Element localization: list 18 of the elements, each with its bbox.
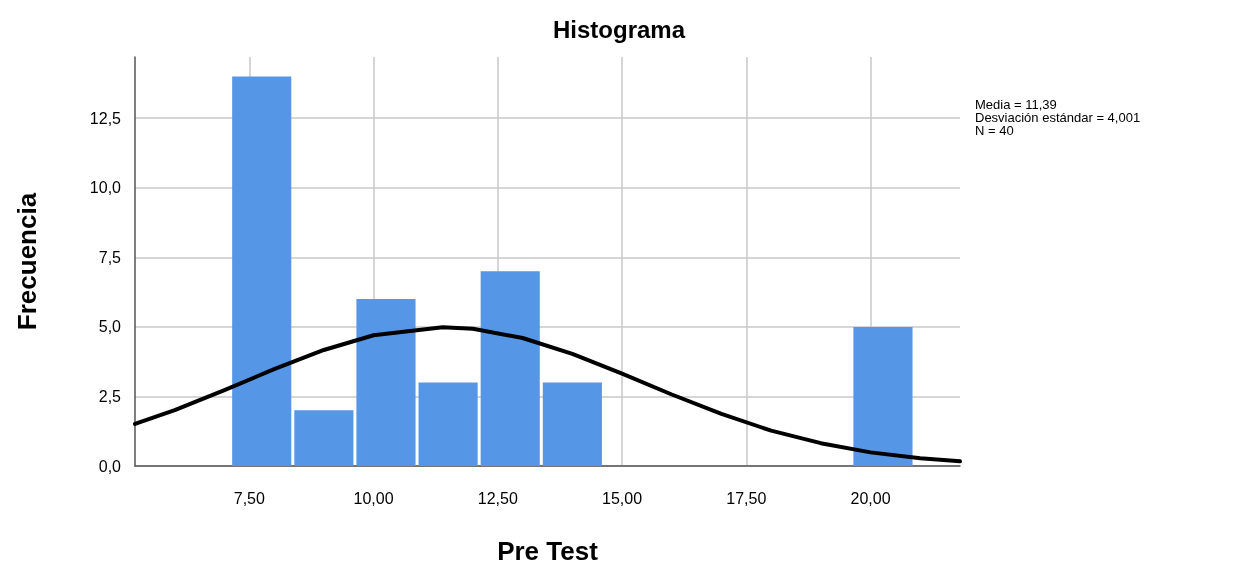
- x-axis-title: Pre Test: [497, 536, 599, 566]
- text: Media = 11,39: [975, 97, 1057, 112]
- x-tick-label: 10,00: [353, 489, 394, 507]
- x-tick-label: 17,50: [726, 489, 767, 507]
- y-axis-title: Frecuencia: [12, 192, 42, 331]
- y-tick-label: 0,0: [98, 457, 122, 475]
- x-tick-label: 20,00: [850, 489, 891, 507]
- text: Desviación estándar = 4,001: [975, 110, 1141, 125]
- y-tick-label: 5,0: [98, 318, 122, 336]
- x-tick-label: 12,50: [477, 489, 518, 507]
- y-tick-label: 12,5: [89, 109, 122, 127]
- chart-title: Histograma: [553, 15, 686, 43]
- x-tick-label: 15,00: [602, 489, 643, 507]
- text: N = 40: [975, 123, 1014, 138]
- x-tick-label: 7,50: [233, 489, 265, 507]
- y-tick-label: 7,5: [98, 248, 122, 266]
- y-tick-label: 2,5: [98, 387, 122, 405]
- y-tick-label: 10,0: [89, 179, 122, 197]
